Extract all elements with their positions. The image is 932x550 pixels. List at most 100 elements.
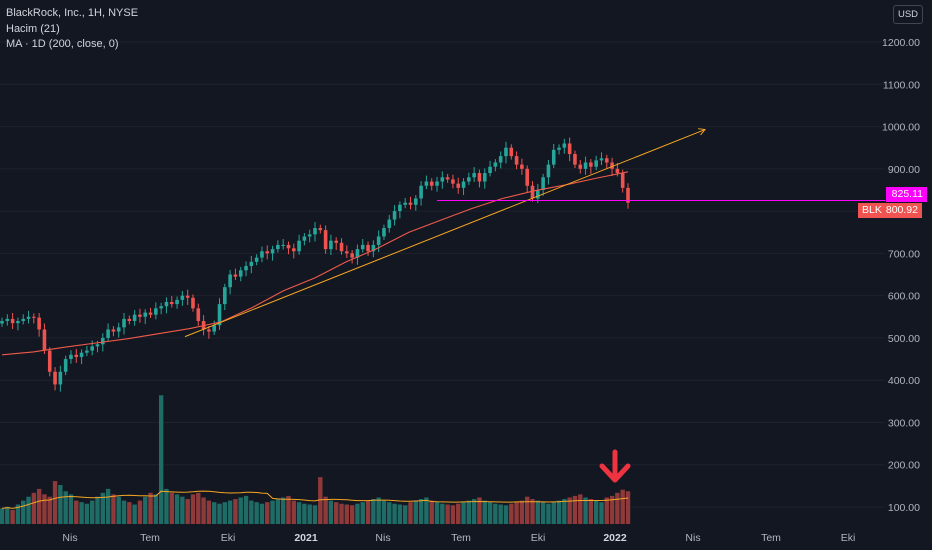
candle-body xyxy=(615,168,620,174)
volume-bar xyxy=(26,496,31,524)
candle-body xyxy=(5,318,10,322)
volume-bar xyxy=(286,495,291,524)
x-tick-label: Nis xyxy=(62,532,77,544)
x-tick-label: Eki xyxy=(221,532,236,544)
volume-bar xyxy=(466,500,472,524)
volume-bar xyxy=(185,499,190,524)
volume-bar xyxy=(243,495,249,524)
candle-body xyxy=(408,202,413,205)
candle-body xyxy=(254,257,259,262)
volume-bar xyxy=(116,496,121,524)
volume-bar xyxy=(148,492,153,524)
volume-bar xyxy=(0,508,5,524)
candle-body xyxy=(95,344,100,347)
candle-body xyxy=(435,181,439,186)
candle-body xyxy=(10,318,15,324)
volume-bar xyxy=(36,488,42,524)
candle-body xyxy=(276,244,280,250)
candle-body xyxy=(270,249,275,254)
volume-bar xyxy=(196,492,201,524)
candle-body xyxy=(63,359,68,372)
volume-bar xyxy=(615,492,620,524)
volume-bar xyxy=(413,500,418,524)
volume-bar xyxy=(153,494,159,524)
candle-body xyxy=(106,329,110,338)
volume-bar xyxy=(296,502,302,524)
volume-bar xyxy=(10,509,15,524)
candle-body xyxy=(217,304,222,326)
volume-bar xyxy=(482,500,487,524)
candle-body xyxy=(509,147,514,157)
candle-body xyxy=(488,166,492,174)
volume-bar xyxy=(562,499,567,524)
candle-body xyxy=(196,308,201,322)
volume-bar xyxy=(487,502,493,524)
x-tick-label: Nis xyxy=(685,532,700,544)
volume-bar xyxy=(307,504,312,524)
last-price-tag: BLK 800.92 xyxy=(858,203,922,218)
y-tick-label: 500.00 xyxy=(888,333,920,345)
volume-bar xyxy=(84,503,90,524)
volume-bar xyxy=(105,488,111,524)
candle-body xyxy=(16,321,20,324)
volume-bar xyxy=(323,496,328,524)
volume-bar xyxy=(519,500,525,524)
currency-button[interactable]: USD xyxy=(893,5,923,24)
volume-indicator-label[interactable]: Hacim (21) xyxy=(6,22,60,35)
volume-bar xyxy=(222,502,228,524)
volume-bar xyxy=(47,496,52,524)
volume-bar xyxy=(238,497,243,524)
candle-body xyxy=(42,329,47,351)
volume-bar xyxy=(514,502,519,524)
volume-bar xyxy=(471,499,477,524)
volume-ma-polyline xyxy=(1,490,629,509)
candle-body xyxy=(132,314,137,322)
candle-body xyxy=(573,154,577,165)
ma-indicator-label[interactable]: MA · 1D (200, close, 0) xyxy=(6,38,119,50)
volume-bar xyxy=(127,502,132,524)
candle-body xyxy=(53,371,57,385)
candle-body xyxy=(594,160,598,167)
y-tick-label: 600.00 xyxy=(888,291,920,303)
volume-bar xyxy=(137,500,143,524)
candle-body xyxy=(116,327,121,332)
candle-body xyxy=(604,158,609,163)
volume-bar xyxy=(392,503,397,524)
candle-body xyxy=(90,346,94,351)
volume-bar xyxy=(280,497,286,524)
volume-bar xyxy=(190,494,196,524)
candle-body xyxy=(244,266,248,271)
volume-bar xyxy=(530,499,535,524)
x-tick-label: Tem xyxy=(761,532,781,544)
volume-bar xyxy=(525,496,530,524)
volume-bar xyxy=(434,502,440,524)
y-tick-label: 900.00 xyxy=(888,164,920,176)
candle-body xyxy=(138,314,142,317)
candle-body xyxy=(360,244,365,250)
volume-bar xyxy=(583,497,588,524)
volume-bar xyxy=(89,500,95,524)
candles xyxy=(0,137,630,392)
volume-bar xyxy=(111,494,116,524)
candle-body xyxy=(493,162,498,167)
candle-body xyxy=(382,228,386,237)
ticker-label: BLK xyxy=(862,204,882,216)
volume-bar xyxy=(540,502,546,524)
candle-body xyxy=(318,228,323,231)
candle-body xyxy=(281,244,285,246)
candle-body xyxy=(323,230,328,250)
candle-body xyxy=(482,173,487,182)
volume-bar xyxy=(498,504,503,524)
candle-body xyxy=(445,177,450,180)
candle-body xyxy=(164,301,169,307)
price-axis: 100.00 200.00 300.00 400.00 500.00 600.00 700.… xyxy=(882,37,920,514)
symbol-title[interactable]: BlackRock, Inc., 1H, NYSE xyxy=(6,7,139,19)
volume-bar xyxy=(339,503,344,524)
x-tick-label: Nis xyxy=(375,532,390,544)
trendline-arrowhead xyxy=(697,128,706,136)
volume-bar xyxy=(42,494,47,524)
volume-bar xyxy=(174,494,180,524)
candle-body xyxy=(32,316,36,318)
candle-body xyxy=(100,337,105,345)
